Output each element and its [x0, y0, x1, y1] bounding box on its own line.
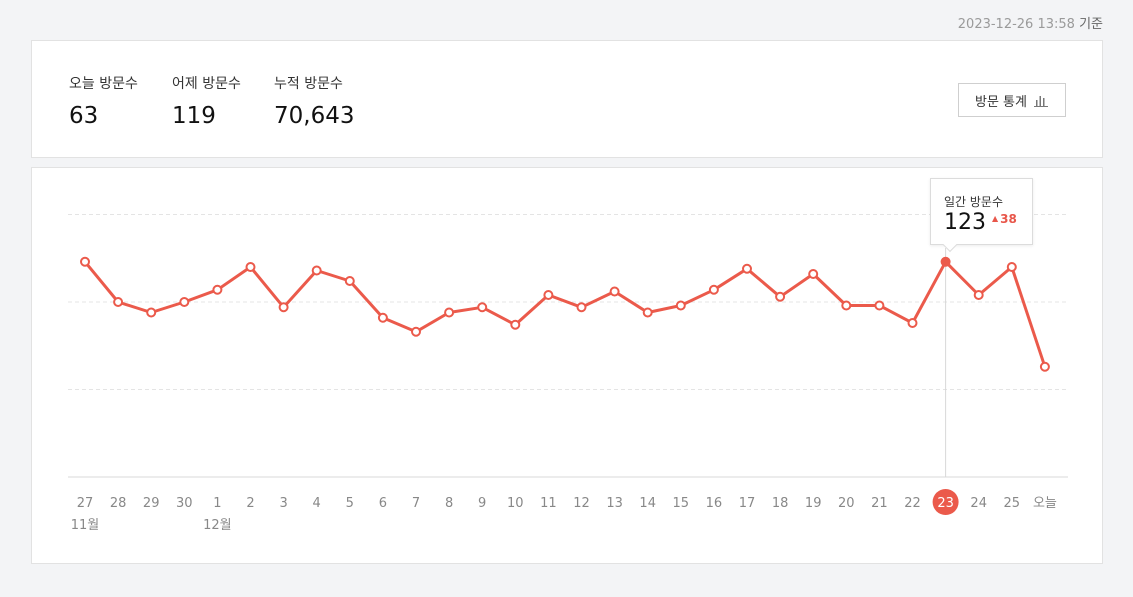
data-point: [80, 256, 90, 267]
x-tick-label: 12: [573, 496, 590, 511]
x-tick-label: 9: [478, 496, 486, 511]
x-tick-label: 28: [110, 496, 127, 511]
data-point: [675, 300, 686, 311]
x-tick-label: 16: [706, 496, 723, 511]
data-point: [775, 291, 786, 302]
data-point: [1039, 361, 1050, 372]
data-point: [212, 284, 223, 295]
highlight-day-badge: [932, 489, 959, 515]
data-point: [642, 307, 653, 318]
data-point: [477, 302, 488, 313]
x-tick-label: 17: [739, 496, 756, 511]
x-tick-label: 3: [279, 496, 287, 511]
daily-visits-chart-card: 27 28 29 30 1 2 3 4 5 6 7 8 9 10 11 12 13 14 15 16 17 18 19 20 2…: [31, 167, 1103, 564]
x-tick-label: 21: [871, 496, 888, 511]
timestamp-value: 2023-12-26 13:58: [957, 17, 1075, 32]
x-tick-label: 4: [313, 496, 321, 511]
data-point: [245, 262, 256, 272]
data-point: [113, 297, 124, 307]
bar-chart-icon: [1033, 95, 1048, 107]
data-point: [179, 297, 190, 307]
data-point: [742, 263, 752, 274]
tooltip-value: 123: [944, 210, 986, 235]
visit-stats-button[interactable]: 방문 통계: [958, 83, 1066, 117]
month-label: 12월: [203, 518, 232, 533]
data-point: [1006, 262, 1017, 272]
x-tick-label: 22: [904, 496, 921, 511]
today-visits-value: 63: [69, 103, 99, 129]
today-visits-label: 오늘 방문수: [69, 76, 138, 92]
x-tick-label: 1: [213, 496, 221, 511]
yesterday-visits-value: 119: [172, 103, 216, 129]
chart-tooltip: 일간 방문수 123 ▲ 38: [930, 178, 1033, 245]
data-point: [874, 300, 885, 311]
data-point: [576, 302, 587, 313]
month-label: 11월: [71, 518, 100, 533]
x-tick-label: 7: [412, 496, 420, 511]
x-tick-label: 10: [507, 496, 524, 511]
data-point: [543, 290, 554, 300]
x-tick-label: 14: [639, 496, 656, 511]
daily-visits-chart: 27 28 29 30 1 2 3 4 5 6 7 8 9 10 11 12 13 14 15 16 17 18 19 20 2…: [68, 214, 1068, 533]
tooltip-delta-value: 38: [1000, 212, 1017, 226]
visitor-summary-card: 오늘 방문수 63 어제 방문수 119 누적 방문수 70,643 방문 통계: [31, 40, 1103, 158]
x-tick-label: 6: [379, 496, 387, 511]
tooltip-delta: ▲ 38: [992, 212, 1017, 226]
total-visits-label: 누적 방문수: [274, 76, 343, 92]
total-visits: 누적 방문수 70,643: [274, 73, 354, 129]
total-visits-value: 70,643: [274, 103, 355, 129]
series-line: [83, 260, 1047, 368]
data-point: [278, 302, 289, 313]
x-tick-label: 오늘: [1033, 496, 1057, 511]
data-point: [444, 307, 455, 318]
yesterday-visits-label: 어제 방문수: [172, 76, 241, 92]
data-point: [311, 265, 322, 276]
data-point: [377, 312, 388, 323]
x-tick-label: 29: [143, 496, 160, 511]
data-point: [411, 326, 421, 337]
x-tick-label: 15: [673, 496, 690, 511]
x-tick-label: 25: [1004, 496, 1021, 511]
x-tick-label: 27: [77, 496, 94, 511]
data-point: [973, 290, 984, 300]
visit-stats-button-label: 방문 통계: [975, 94, 1027, 110]
x-tick-label: 24: [970, 496, 987, 511]
data-point: [708, 284, 719, 295]
x-tick-label: 30: [176, 496, 193, 511]
data-point: [510, 319, 521, 330]
today-visits: 오늘 방문수 63: [69, 73, 138, 129]
x-tick-label: 2: [246, 496, 254, 511]
x-tick-label: 18: [772, 496, 789, 511]
yesterday-visits: 어제 방문수 119: [172, 73, 241, 129]
data-point: [907, 318, 918, 328]
x-tick-label: 23: [937, 496, 954, 511]
x-tick-label: 11: [540, 496, 557, 511]
data-point: [146, 307, 157, 318]
data-point: [609, 286, 620, 297]
x-tick-label: 20: [838, 496, 855, 511]
tooltip-label: 일간 방문수: [944, 195, 1004, 209]
x-tick-label: 5: [346, 496, 354, 511]
data-point: [841, 300, 852, 311]
base-timestamp: 2023-12-26 13:58 기준: [958, 13, 1103, 32]
x-tick-label: 13: [606, 496, 623, 511]
x-tick-label: 8: [445, 496, 453, 511]
x-tick-label: 19: [805, 496, 822, 511]
data-point-highlighted: [940, 256, 951, 267]
data-point: [808, 269, 819, 279]
triangle-up-icon: ▲: [992, 214, 999, 223]
timestamp-basis: 기준: [1079, 17, 1103, 32]
data-point: [344, 276, 355, 286]
